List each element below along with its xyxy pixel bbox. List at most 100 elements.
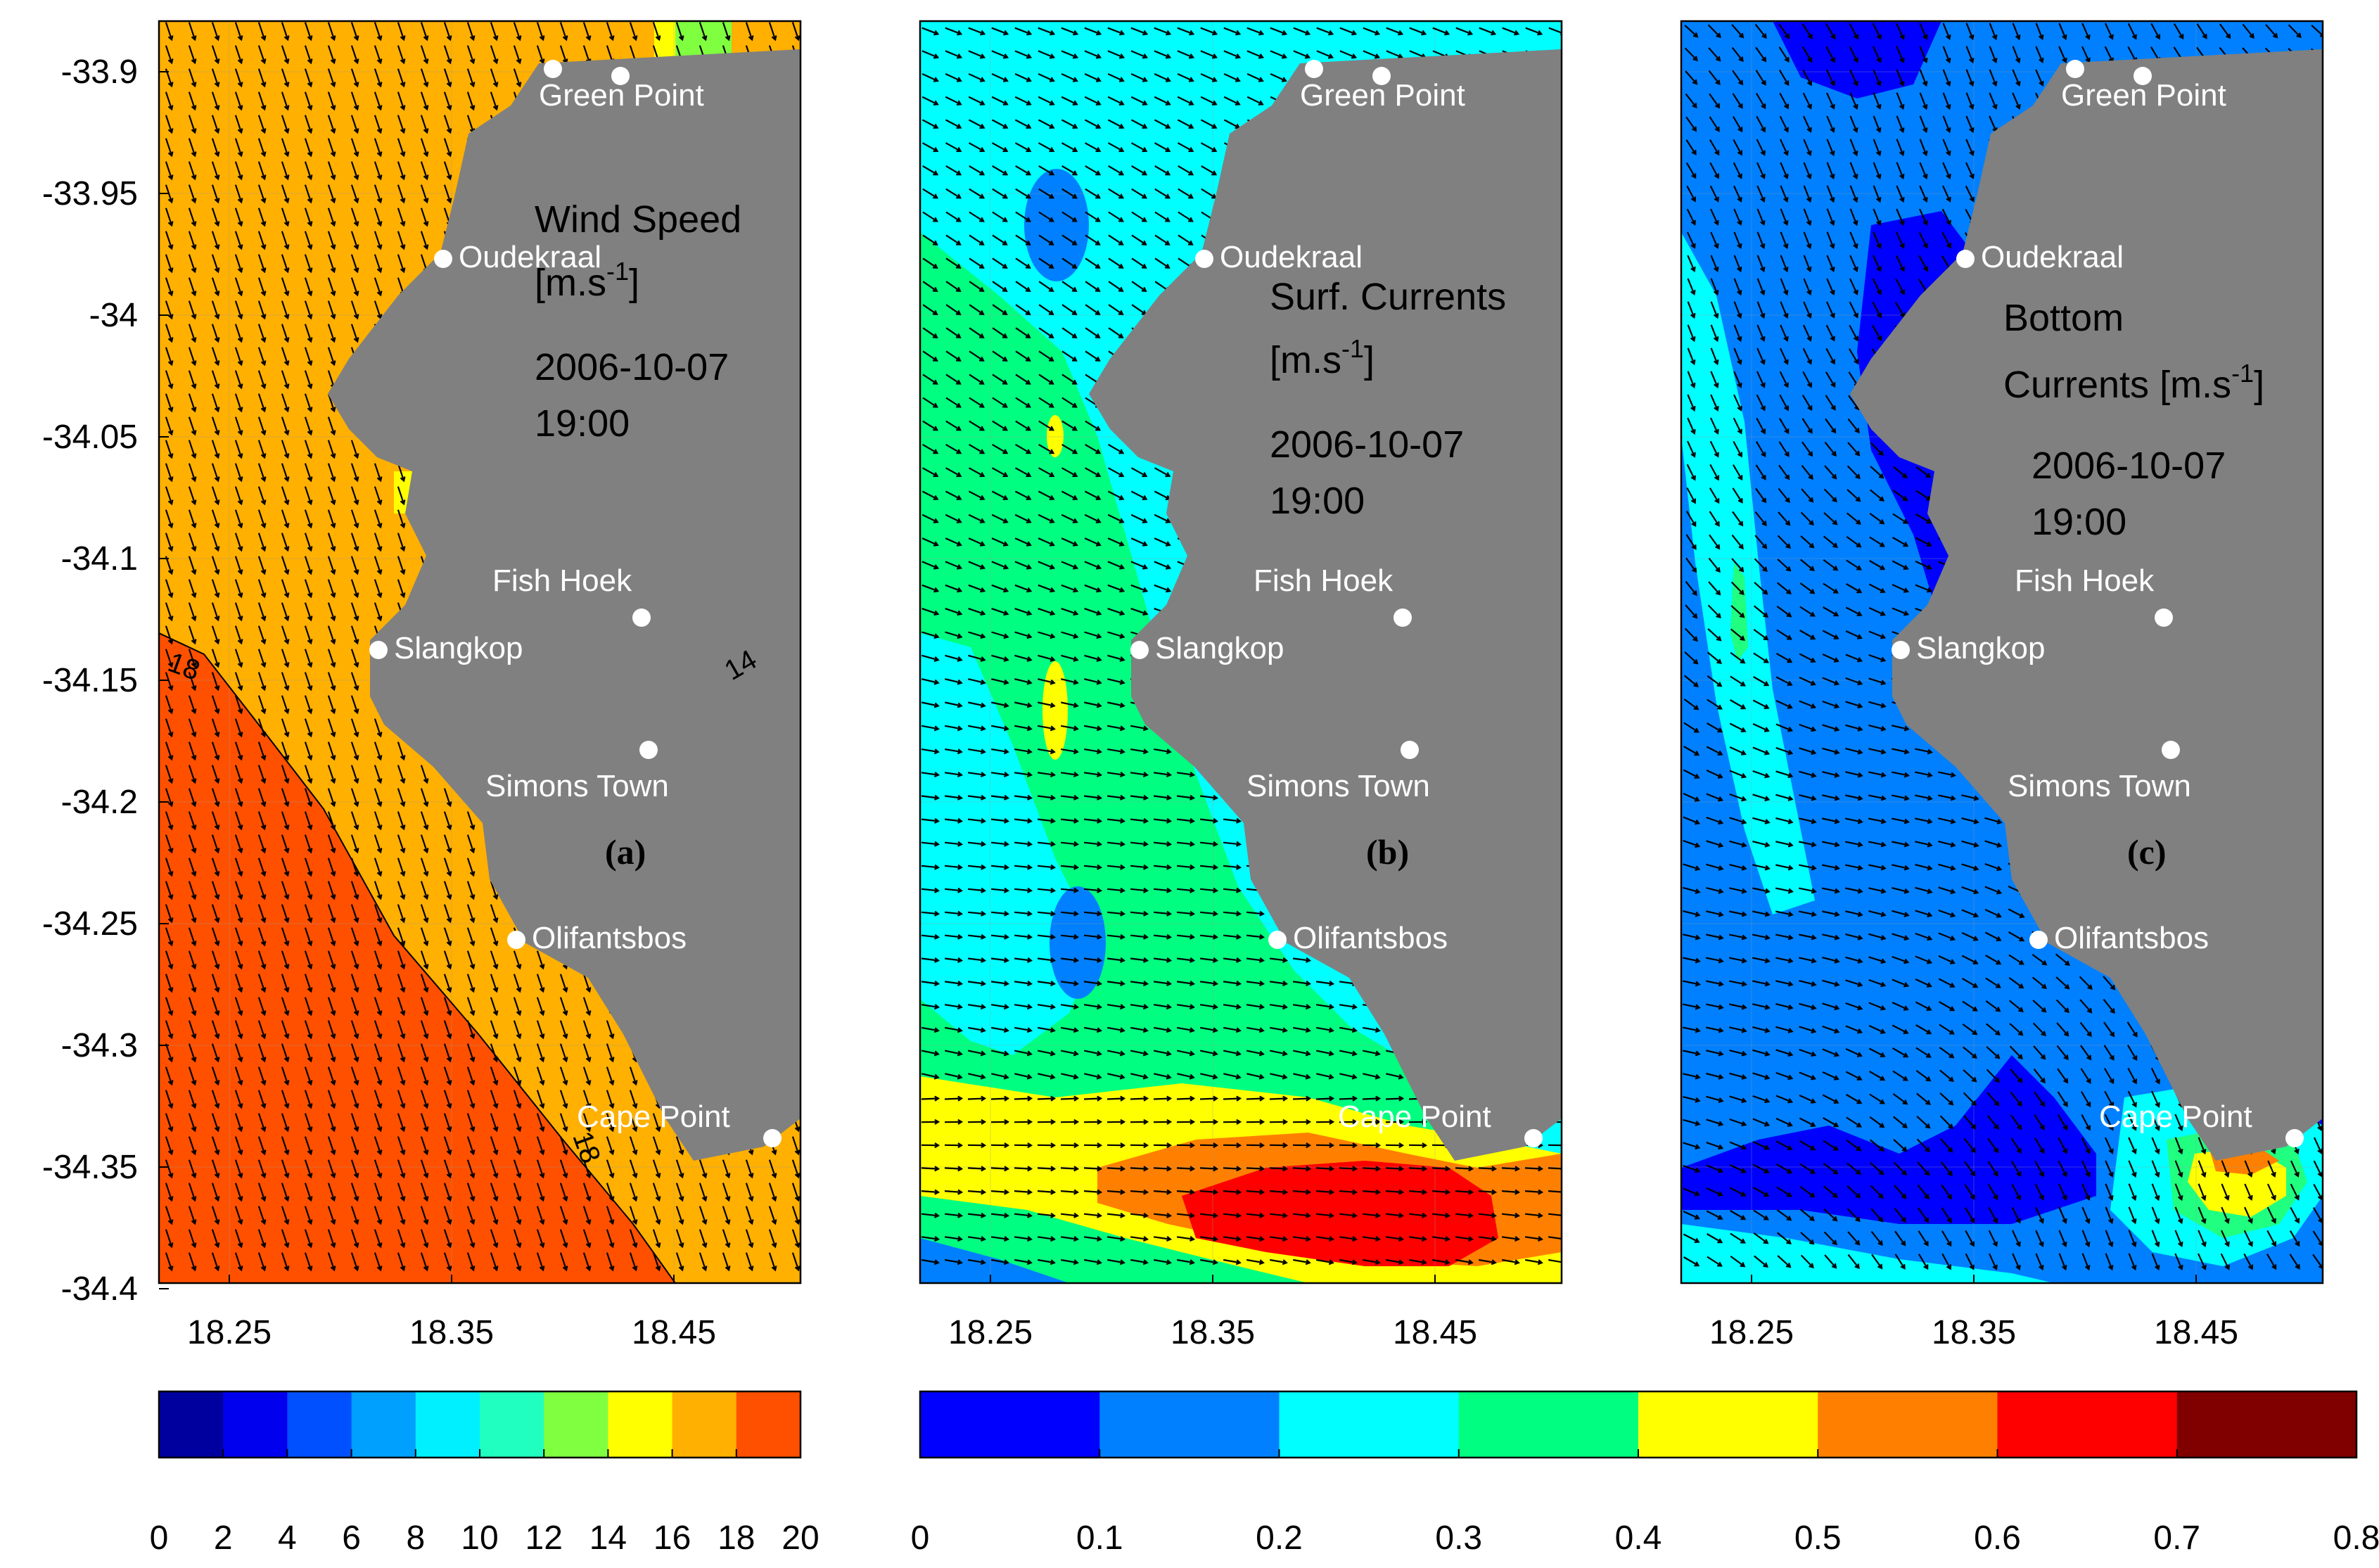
vector-arrow [1501, 1189, 1521, 1195]
vector-arrow [1825, 395, 1836, 411]
vector-arrow [374, 184, 383, 204]
vector-arrow [2103, 1021, 2115, 1038]
vector-arrow [490, 91, 499, 111]
vector-arrow [2221, 1206, 2230, 1224]
vector-arrow [1752, 1118, 1771, 1127]
vector-arrow [1915, 841, 1933, 848]
vector-arrow [967, 1212, 987, 1218]
vector-arrow [1269, 1050, 1288, 1057]
vector-arrow [1685, 162, 1697, 179]
place-label: Fish Hoek [492, 563, 632, 598]
vector-arrow [582, 1229, 592, 1249]
vector-arrow [2057, 1068, 2069, 1084]
vector-arrow [944, 1166, 964, 1172]
vector-arrow [1060, 1095, 1080, 1102]
vector-arrow [1752, 793, 1771, 802]
vector-arrow [2128, 1230, 2137, 1248]
vector-arrow [2008, 954, 2024, 965]
vector-arrow [1707, 651, 1722, 664]
vector-arrow [1478, 1189, 1498, 1195]
vector-arrow [1826, 255, 1835, 273]
vector-arrow [211, 927, 220, 947]
vector-arrow [1963, 1092, 1977, 1107]
vector-arrow [1730, 1210, 1747, 1220]
vector-arrow [374, 718, 383, 738]
vector-arrow [304, 208, 313, 227]
vector-arrow [1014, 772, 1033, 778]
vector-arrow [304, 300, 313, 320]
vector-arrow [945, 211, 962, 222]
vector-arrow [1729, 793, 1747, 802]
vector-arrow [1755, 93, 1766, 110]
vector-arrow [1752, 1026, 1771, 1033]
vector-arrow [211, 765, 220, 784]
vector-arrow [257, 22, 267, 42]
vector-arrow [1199, 1004, 1219, 1010]
place-marker [1305, 60, 1323, 78]
vector-arrow [1107, 27, 1125, 36]
vector-arrow [944, 1212, 964, 1218]
vector-arrow [1106, 841, 1126, 847]
vector-arrow [1107, 608, 1125, 616]
vector-arrow [1107, 514, 1125, 523]
current-colorbar: 0 0.1 0.2 0.3 0.4 0.5 0.6 0.7 0.8 [911, 1390, 2379, 1557]
vector-arrow [1896, 23, 1905, 40]
vector-arrow [1061, 27, 1079, 36]
vector-arrow [1131, 211, 1147, 222]
vector-arrow [1937, 771, 1956, 778]
vector-arrow [1868, 630, 1887, 639]
vector-arrow [1868, 794, 1887, 801]
vector-arrow [1845, 979, 1863, 988]
vector-arrow [606, 1020, 615, 1040]
place-label: Simons Town [1246, 769, 1430, 803]
vector-arrow [1985, 1000, 2001, 1012]
vector-arrow [1038, 96, 1055, 106]
vector-arrow [1176, 864, 1196, 870]
vector-arrow [1269, 1118, 1289, 1125]
vector-arrow [2009, 1000, 2024, 1012]
vector-arrow [257, 950, 267, 970]
vector-arrow [304, 927, 313, 947]
vector-arrow [1752, 1164, 1770, 1173]
vector-arrow [327, 300, 336, 320]
vector-arrow [1778, 487, 1790, 504]
vector-arrow [791, 22, 801, 42]
vector-arrow [1942, 46, 1951, 64]
vector-arrow [420, 68, 429, 88]
vector-arrow [327, 463, 336, 483]
vector-arrow [466, 91, 476, 111]
vector-arrow [945, 257, 962, 269]
vector-arrow [1780, 208, 1789, 227]
vector-arrow [1106, 910, 1126, 917]
vector-arrow [1269, 1236, 1289, 1242]
vector-arrow [304, 184, 313, 204]
colorbar-swatch [736, 1391, 801, 1458]
vector-arrow [281, 1043, 290, 1063]
vector-arrow [211, 1113, 220, 1133]
vector-arrow [1961, 909, 1979, 918]
vector-arrow [1986, 1046, 2001, 1059]
vector-arrow [1963, 1046, 1977, 1059]
vector-arrow [443, 138, 452, 158]
vector-arrow [1776, 629, 1792, 640]
vector-arrow [188, 347, 197, 366]
vector-arrow [536, 950, 545, 970]
vector-arrow [350, 672, 359, 691]
vector-arrow [304, 138, 313, 158]
vector-arrow [397, 741, 406, 761]
vector-arrow [1798, 864, 1817, 871]
vector-arrow [304, 649, 313, 668]
vector-arrow [1199, 1236, 1219, 1242]
vector-arrow [1868, 771, 1887, 778]
vector-arrow [420, 1066, 429, 1086]
vector-arrow [606, 1136, 615, 1156]
vector-arrow [582, 1043, 592, 1063]
vector-arrow [1014, 794, 1033, 801]
panel-a-tag: (a) [605, 832, 646, 872]
vector-arrow [1292, 1166, 1312, 1172]
vector-arrow [1154, 96, 1171, 106]
vector-arrow [1868, 956, 1887, 964]
vector-arrow [1339, 27, 1358, 36]
vector-arrow [1014, 910, 1033, 917]
vector-arrow [281, 115, 290, 134]
